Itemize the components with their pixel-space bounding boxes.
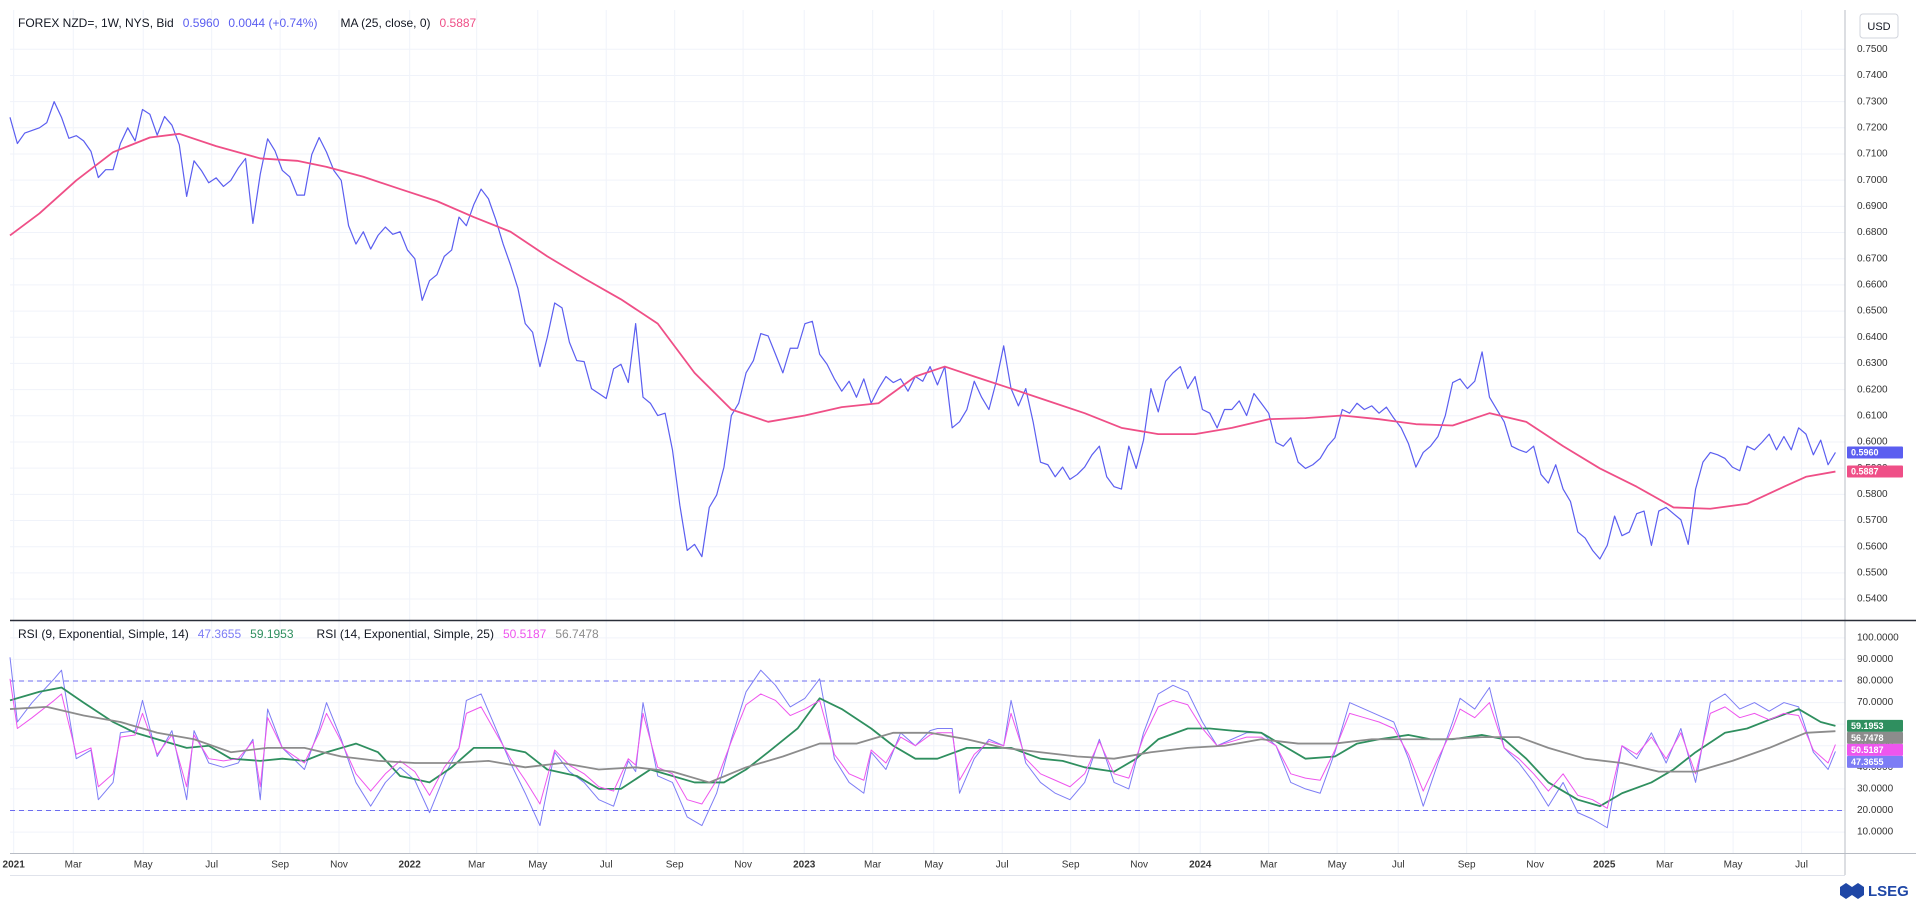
price-line (9, 101, 1836, 560)
y-tick-label: 0.7100 (1857, 149, 1888, 160)
x-tick-label: Jul (1392, 860, 1405, 871)
last-value-label: 47.3655 (1851, 757, 1884, 767)
legend-value: 59.1953 (250, 627, 294, 641)
legend-value: 0.0044 (+0.74%) (228, 16, 317, 30)
last-value-label: 0.5887 (1851, 466, 1879, 476)
legend-value: 0.5887 (440, 16, 477, 30)
last-value-tag (1847, 465, 1903, 478)
x-tick-label: Jul (996, 860, 1009, 871)
x-tick-label: Jul (205, 860, 218, 871)
x-tick-label: 2024 (1189, 860, 1212, 871)
x-tick-label: Sep (1458, 860, 1476, 871)
x-tick-label: Jul (600, 860, 613, 871)
y-tick-label: 0.6100 (1857, 410, 1888, 421)
x-tick-label: Sep (271, 860, 289, 871)
y-tick-label: 90.0000 (1857, 654, 1894, 665)
y-tick-label: 0.7000 (1857, 175, 1888, 186)
y-tick-label: 0.7200 (1857, 122, 1888, 133)
currency-button[interactable] (1859, 13, 1899, 39)
y-tick-label: 0.6800 (1857, 227, 1888, 238)
brand-icon (1840, 883, 1864, 899)
y-tick-label: 0.5600 (1857, 541, 1888, 552)
y-tick-label: 30.0000 (1857, 784, 1894, 795)
legend-value: 47.3655 (198, 627, 242, 641)
brand-logo: LSEG (1840, 883, 1909, 900)
rsi-line (9, 686, 1836, 808)
y-tick-label: 0.6200 (1857, 384, 1888, 395)
currency-label[interactable]: USD (1867, 21, 1890, 33)
last-value-tag (1847, 719, 1903, 732)
y-tick-label: 0.6700 (1857, 253, 1888, 264)
grid-layer (10, 10, 1845, 853)
x-tick-label: 2022 (399, 860, 422, 871)
x-tick-label: May (528, 860, 547, 871)
y-tick-label: 0.5700 (1857, 515, 1888, 526)
x-tick-label: May (924, 860, 943, 871)
y-tick-label: 0.7300 (1857, 96, 1888, 107)
x-tick-label: Nov (1130, 860, 1148, 871)
legend-value: 0.5960 (183, 16, 220, 30)
y-tick-label: 0.6000 (1857, 437, 1888, 448)
mark-layer (9, 101, 1836, 829)
y-tick-label: 0.6900 (1857, 201, 1888, 212)
y-tick-label: 0.7400 (1857, 70, 1888, 81)
x-tick-label: Sep (1062, 860, 1080, 871)
last-value-tag (1847, 755, 1903, 768)
brand-name: LSEG (1868, 883, 1909, 900)
price-line (9, 132, 1836, 510)
x-tick-label: Mar (468, 860, 486, 871)
last-value-label: 59.1953 (1851, 721, 1884, 731)
legend-label: FOREX NZD=, 1W, NYS, Bid (18, 16, 174, 30)
x-tick-label: Nov (734, 860, 752, 871)
label-layer: 0.54000.55000.56000.57000.58000.59000.60… (3, 16, 1903, 871)
y-tick-label: 20.0000 (1857, 805, 1894, 816)
y-tick-label: 0.6600 (1857, 280, 1888, 291)
last-value-label: 0.5960 (1851, 447, 1879, 457)
x-tick-label: Mar (1656, 860, 1674, 871)
x-tick-label: 2023 (793, 860, 816, 871)
frame-layer: USD LSEG (10, 10, 1916, 900)
x-tick-label: May (134, 860, 153, 871)
y-tick-label: 0.7500 (1857, 44, 1888, 55)
y-tick-label: 0.6300 (1857, 358, 1888, 369)
last-value-label: 56.7478 (1851, 733, 1884, 743)
rsi-line (9, 705, 1836, 784)
x-tick-label: 2021 (3, 860, 26, 871)
x-tick-label: Nov (1526, 860, 1544, 871)
x-tick-label: May (1724, 860, 1743, 871)
legend-label: RSI (9, Exponential, Simple, 14) (18, 627, 189, 641)
x-tick-label: Mar (1260, 860, 1278, 871)
x-tick-label: Sep (666, 860, 684, 871)
y-tick-label: 0.6400 (1857, 332, 1888, 343)
y-tick-label: 0.5500 (1857, 568, 1888, 579)
y-tick-label: 0.5800 (1857, 489, 1888, 500)
y-tick-label: 70.0000 (1857, 697, 1894, 708)
y-tick-label: 0.6500 (1857, 306, 1888, 317)
x-tick-label: Nov (330, 860, 348, 871)
legend-label: MA (25, close, 0) (340, 16, 430, 30)
legend-label: RSI (14, Exponential, Simple, 25) (317, 627, 494, 641)
x-tick-label: Mar (864, 860, 882, 871)
last-value-tag (1847, 731, 1903, 744)
last-value-label: 50.5187 (1851, 745, 1884, 755)
x-tick-label: Jul (1795, 860, 1808, 871)
legend-value: 50.5187 (503, 627, 547, 641)
y-tick-label: 100.0000 (1857, 632, 1899, 643)
y-tick-label: 0.5400 (1857, 594, 1888, 605)
y-tick-label: 80.0000 (1857, 676, 1894, 687)
x-tick-label: Mar (65, 860, 83, 871)
last-value-tag (1847, 743, 1903, 756)
y-tick-label: 10.0000 (1857, 827, 1894, 838)
legend-value: 56.7478 (555, 627, 599, 641)
x-tick-label: May (1328, 860, 1347, 871)
last-value-tag (1847, 446, 1903, 459)
x-tick-label: 2025 (1593, 860, 1616, 871)
